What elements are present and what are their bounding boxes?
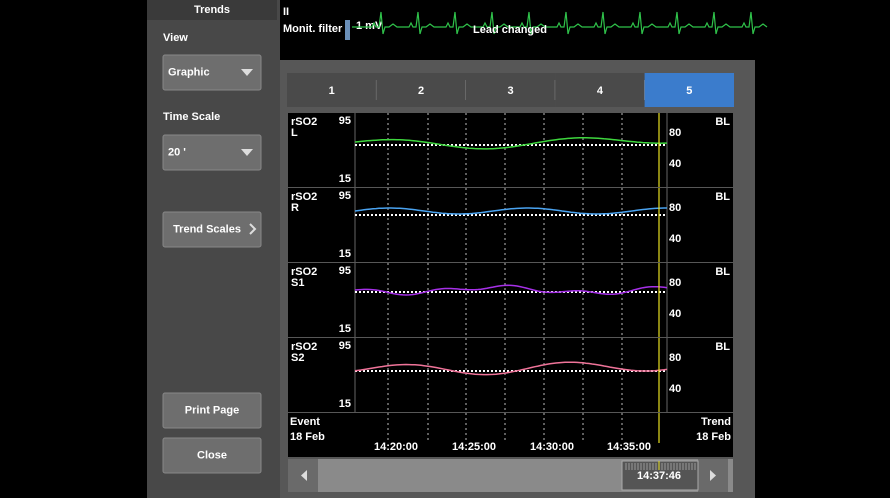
arrow [710, 470, 716, 481]
param-label: rSO2 [291, 116, 317, 128]
ecg-message: Lead changed [473, 24, 547, 36]
dropdown-arrow [241, 149, 253, 156]
dropdown-arrow [241, 69, 253, 76]
ecg-lead: II [283, 6, 289, 18]
button[interactable] [162, 437, 262, 474]
tab-label[interactable]: 5 [686, 85, 692, 97]
site-label: L [291, 127, 298, 139]
tab-label[interactable]: 3 [507, 85, 513, 97]
baseline-label: BL [715, 341, 730, 353]
baseline-label: BL [715, 266, 730, 278]
range-bottom: 15 [339, 398, 351, 410]
range-bottom: 15 [339, 248, 351, 260]
range-bottom: 15 [339, 323, 351, 335]
ecg-filter: Monit. filter [283, 23, 343, 35]
tab-label[interactable]: 2 [418, 85, 424, 97]
sidebar-header [147, 0, 277, 20]
scale-high: 80 [669, 277, 681, 289]
ecg-scale: 1 mV [356, 20, 383, 32]
tab-label[interactable]: 4 [597, 85, 604, 97]
scale-low: 40 [669, 308, 681, 320]
scale-low: 40 [669, 233, 681, 245]
time-tick: 14:20:00 [374, 441, 418, 453]
scale-high: 80 [669, 202, 681, 214]
button[interactable] [162, 392, 262, 429]
ecg-wave [352, 11, 768, 35]
button-label: Graphic [168, 66, 210, 78]
tab[interactable] [465, 73, 556, 107]
scale-high: 80 [669, 127, 681, 139]
range-top: 95 [339, 115, 351, 127]
param-label: rSO2 [291, 341, 317, 353]
trend-line [354, 137, 667, 150]
param-label: rSO2 [291, 266, 317, 278]
tab[interactable] [376, 73, 466, 107]
scale-high: 80 [669, 352, 681, 364]
scale-low: 40 [669, 158, 681, 170]
baseline-label: BL [715, 116, 730, 128]
time-tick: 14:35:00 [607, 441, 651, 453]
time-tick: 14:25:00 [452, 441, 496, 453]
button[interactable] [162, 211, 262, 248]
range-bottom: 15 [339, 173, 351, 185]
baseline-label: BL [715, 191, 730, 203]
event-date: 18 Feb [290, 431, 325, 443]
trend-line [354, 361, 668, 376]
ecg-strip [280, 0, 745, 60]
time-tick: 14:30:00 [530, 441, 574, 453]
button-label: Print Page [185, 404, 239, 416]
button-label: 20 ' [168, 146, 186, 158]
ecg-scale-bar [345, 20, 350, 40]
tab[interactable] [287, 73, 377, 107]
trend-label: Trend [701, 416, 731, 428]
event-label: Event [290, 416, 320, 428]
trend-line [354, 284, 668, 296]
site-label: S1 [291, 277, 304, 289]
site-label: S2 [291, 352, 304, 364]
tab[interactable] [555, 73, 645, 107]
time-scale-label: Time Scale [163, 111, 220, 123]
chevron [249, 223, 257, 235]
site-label: R [291, 202, 299, 214]
trend-line [354, 207, 667, 215]
button-label: Trend Scales [173, 223, 241, 235]
view-label: View [163, 32, 188, 44]
button[interactable] [162, 54, 262, 91]
time-axis [288, 413, 733, 457]
range-top: 95 [339, 340, 351, 352]
tab[interactable] [644, 73, 734, 107]
sidebar-title: Trends [194, 4, 230, 16]
scale-low: 40 [669, 383, 681, 395]
arrow [301, 470, 307, 481]
param-label: rSO2 [291, 191, 317, 203]
range-top: 95 [339, 265, 351, 277]
tab-label[interactable]: 1 [329, 85, 335, 97]
range-top: 95 [339, 190, 351, 202]
button-label: Close [197, 449, 227, 461]
trend-date: 18 Feb [696, 431, 731, 443]
scroll-time: 14:37:46 [637, 470, 681, 482]
button[interactable] [162, 134, 262, 171]
